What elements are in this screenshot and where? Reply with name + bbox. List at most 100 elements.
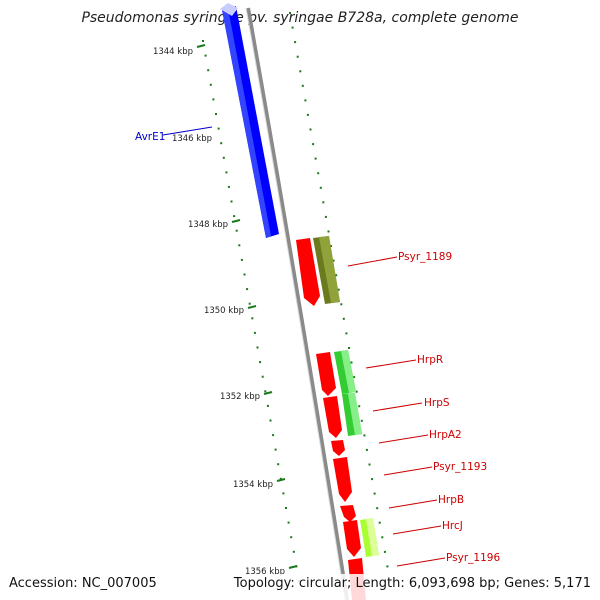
inner-track-dot [259,361,262,364]
inner-track-dot [220,142,223,145]
inner-track-dot [233,215,236,218]
genome-backbone [246,7,349,600]
outer-track-dot [314,157,317,160]
inner-track-dot [212,98,215,101]
outer-track-dot [322,201,325,204]
tick-mark-1354 [276,478,286,482]
gene-hrpb-arrow[interactable] [340,505,356,522]
inner-track-dot [230,200,233,203]
inner-track-dot [222,156,225,159]
gene-label-psyr-1193[interactable]: Psyr_1193 [433,461,487,473]
inner-track-dot [274,448,277,451]
outer-track-dot [312,143,315,146]
tick-label-1354: 1354 kbp [233,480,273,490]
leader-psyr-1189 [347,256,398,267]
outer-track-dot [365,448,368,451]
outer-track-dot [358,405,361,408]
tick-1348: 1348 kbp [188,219,241,230]
outer-track-dot [371,478,374,481]
outer-track-dot [353,376,356,379]
outer-track-dot [360,419,363,422]
genome-summary-text: Topology: circular; Length: 6,093,698 bp… [233,576,591,591]
inner-track-dot [279,477,282,480]
outer-track-dot [317,172,320,175]
leader-hrps [372,402,423,412]
outer-track-dot [340,303,343,306]
outer-track-dot [381,536,384,539]
outer-track-dot [368,463,371,466]
inner-track-dot [207,69,210,72]
inner-track-dot [202,40,204,42]
inner-track-dot [217,127,220,130]
outer-track-dot [335,274,338,277]
outer-track-dot [309,128,312,131]
footer-backdrop [0,574,600,600]
accession-text: Accession: NC_007005 [9,576,157,591]
outer-track-dot [386,565,389,568]
leader-psyr-1193 [383,466,433,476]
map-title: Pseudomonas syringae pv. syringae B728a,… [81,10,518,26]
gene-psyr-1189-box-shade [319,236,340,303]
outer-track-dot [294,41,297,44]
inner-track-dot [240,258,243,261]
gene-label-hrcj[interactable]: HrcJ [442,520,463,532]
gene-avre1-shade [222,8,271,238]
tick-label-1348: 1348 kbp [188,220,228,230]
inner-track-dot [248,302,251,305]
outer-track-dot [332,259,335,262]
outer-track-dot [376,507,379,510]
inner-track-dot [235,229,238,232]
gene-leader-lines [162,126,446,567]
outer-track-dot [327,230,330,233]
outer-track-dot [373,492,376,495]
inner-track-dot [243,273,246,276]
outer-track-dot [306,113,309,116]
inner-track-dot [209,83,212,86]
outer-track-dot [330,245,332,247]
gene-hrpr-box-shade [341,350,356,393]
tick-mark-1352 [263,391,273,395]
outer-track-dot [301,84,304,87]
outer-track-dot [378,521,381,524]
gene-label-hrpr[interactable]: HrpR [417,354,443,366]
gene-psyr-1189-arrow[interactable] [296,238,320,306]
inner-track-dot [238,244,241,247]
inner-track-dot [272,434,275,437]
inner-track-dot [290,536,293,539]
inner-track-dot [261,375,264,378]
tick-mark-1350 [247,305,257,309]
inner-track-dot [227,185,230,188]
gene-labels: AvrE1 Psyr_1189 HrpR HrpS HrpA2 Psyr_119… [135,131,500,564]
genome-backbone-highlight [245,7,346,600]
gene-hrps-arrow[interactable] [323,396,342,438]
inner-track-dot [282,492,285,495]
tick-mark-1344 [196,44,206,48]
gene-label-hrpb[interactable]: HrpB [438,494,464,506]
tick-1354: 1354 kbp [233,478,286,490]
gene-label-hrps[interactable]: HrpS [424,397,450,409]
gene-psyr-1193-arrow[interactable] [333,457,352,502]
inner-track-dot [246,288,249,291]
gene-hrcj-arrow[interactable] [343,520,361,557]
tick-label-1352: 1352 kbp [220,392,260,402]
gene-hrcj-box-shade [366,518,379,556]
tick-mark-1356 [288,565,298,569]
inner-track-dot [264,390,267,393]
gene-hrpr-arrow[interactable] [316,352,336,396]
tick-label-1346: 1346 kbp [172,134,212,144]
outer-track-dot [337,288,340,291]
gene-label-hrpa2[interactable]: HrpA2 [429,429,462,441]
outer-track-dot [345,332,348,335]
gene-label-psyr-1189[interactable]: Psyr_1189 [398,251,452,263]
gene-label-psyr-1196[interactable]: Psyr_1196 [446,552,500,564]
tick-label-1344: 1344 kbp [153,47,193,57]
tick-label-1356: 1356 kbp [245,567,285,577]
gene-hrpa2-arrow[interactable] [331,440,345,456]
inner-track-dot [225,171,228,174]
tick-1346: 1346 kbp [172,134,212,144]
leader-avre1 [162,126,213,136]
gene-label-avre1[interactable]: AvrE1 [135,131,165,143]
outer-track-dot [383,550,386,553]
outer-track-dot [291,26,294,29]
